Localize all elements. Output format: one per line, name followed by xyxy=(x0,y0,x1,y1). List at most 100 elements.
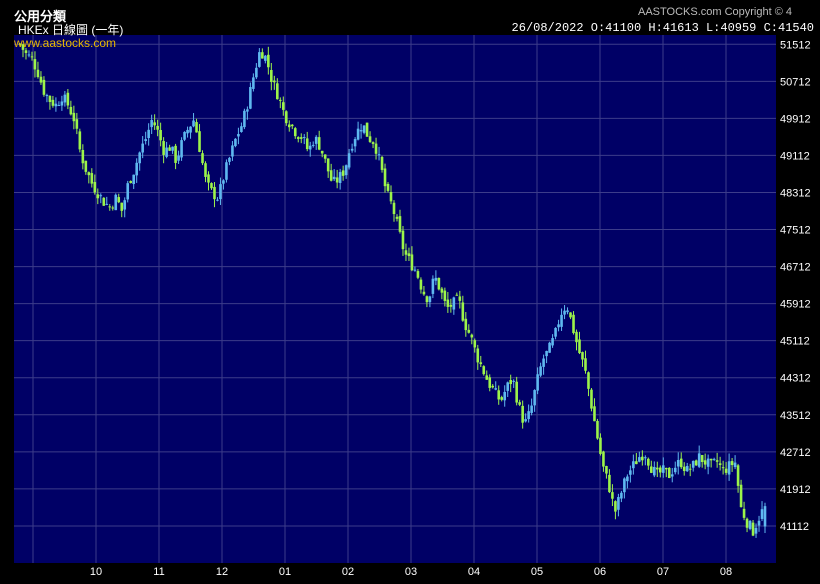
candle-body xyxy=(497,390,501,400)
candle xyxy=(290,124,294,130)
candle-body xyxy=(135,162,138,176)
candle xyxy=(135,158,138,183)
candle xyxy=(697,445,701,469)
candle-body xyxy=(216,199,219,201)
candle xyxy=(368,131,372,143)
candle xyxy=(287,120,291,132)
candle-body xyxy=(644,457,647,459)
candle-body xyxy=(518,402,521,405)
candle xyxy=(730,458,734,472)
candle-body xyxy=(344,165,348,176)
candle-body xyxy=(413,269,417,271)
candle xyxy=(691,460,695,472)
candle-body xyxy=(679,458,683,468)
candle xyxy=(240,122,243,133)
candle xyxy=(602,450,605,472)
candle-body xyxy=(542,358,545,367)
candle-body xyxy=(27,54,31,56)
candle-body xyxy=(572,314,575,334)
candle xyxy=(458,290,462,309)
candle xyxy=(464,312,468,337)
candle-body xyxy=(132,174,135,185)
candle-body xyxy=(748,520,752,529)
candle-body xyxy=(24,50,28,53)
candle-body xyxy=(428,296,432,303)
candle xyxy=(69,100,73,116)
candle xyxy=(641,450,644,466)
candle xyxy=(81,144,85,170)
candle-body xyxy=(404,250,408,255)
candle-body xyxy=(78,131,82,150)
candle xyxy=(410,246,414,272)
x-tick-label: 05 xyxy=(531,566,543,578)
candle xyxy=(449,298,453,313)
candle xyxy=(605,465,608,479)
candle-body xyxy=(234,138,237,147)
candle xyxy=(473,338,477,353)
candle-body xyxy=(751,522,755,536)
candle xyxy=(51,95,55,108)
candle xyxy=(557,319,560,332)
candle-body xyxy=(90,173,94,184)
candle xyxy=(482,365,486,376)
candle-body xyxy=(186,129,189,134)
watermark: www.aastocks.com xyxy=(14,36,117,50)
candle-body xyxy=(745,518,749,528)
candle xyxy=(129,180,133,184)
candle xyxy=(682,462,686,476)
candle xyxy=(210,182,213,190)
candle xyxy=(395,214,399,222)
candle xyxy=(132,174,135,190)
candle-body xyxy=(617,497,620,510)
candle xyxy=(479,355,483,368)
candle-body xyxy=(252,77,255,89)
candle xyxy=(706,454,710,475)
candle-body xyxy=(353,139,357,147)
candle-body xyxy=(653,466,656,476)
candle xyxy=(596,418,599,440)
candle-body xyxy=(57,105,61,107)
candle-body xyxy=(449,304,453,307)
candle xyxy=(246,106,249,120)
candle xyxy=(527,404,530,423)
candles xyxy=(18,42,767,538)
candle-body xyxy=(389,192,393,202)
candle-body xyxy=(362,125,366,133)
candle xyxy=(673,461,677,475)
copyright-notice: AASTOCKS.com Copyright © 4 xyxy=(637,6,792,18)
candle-body xyxy=(647,458,650,466)
x-tick-label: 07 xyxy=(657,566,669,578)
candle-body xyxy=(168,147,171,151)
candle xyxy=(123,197,127,218)
candle xyxy=(407,247,411,262)
candle-body xyxy=(93,181,97,193)
candle-body xyxy=(650,466,653,473)
candle xyxy=(650,460,653,474)
candle-body xyxy=(284,111,288,124)
y-tick-label: 49912 xyxy=(780,113,811,125)
candle xyxy=(709,458,713,468)
candle xyxy=(222,179,225,190)
y-tick-label: 46712 xyxy=(780,262,811,274)
candle-body xyxy=(311,144,315,146)
candle-body xyxy=(341,170,345,176)
candle-body xyxy=(126,183,130,200)
x-tick-label: 10 xyxy=(90,566,102,578)
candle-body xyxy=(473,340,477,348)
candle-body xyxy=(225,162,228,180)
y-axis-ticks: 51512 50712 49912 49112 48312 47512 46712 45912… xyxy=(780,39,811,533)
candle-body xyxy=(299,137,303,139)
candle xyxy=(147,123,150,146)
candle-body xyxy=(688,468,692,470)
candle-body xyxy=(694,460,698,466)
candle xyxy=(207,171,210,191)
candle-body xyxy=(240,126,243,132)
candle xyxy=(320,150,324,158)
candle-body xyxy=(183,131,186,140)
candle-body xyxy=(533,390,536,406)
candle xyxy=(84,160,88,175)
candle-body xyxy=(258,52,261,67)
candle-body xyxy=(147,129,150,138)
candle xyxy=(78,128,82,153)
candle-body xyxy=(539,366,542,376)
